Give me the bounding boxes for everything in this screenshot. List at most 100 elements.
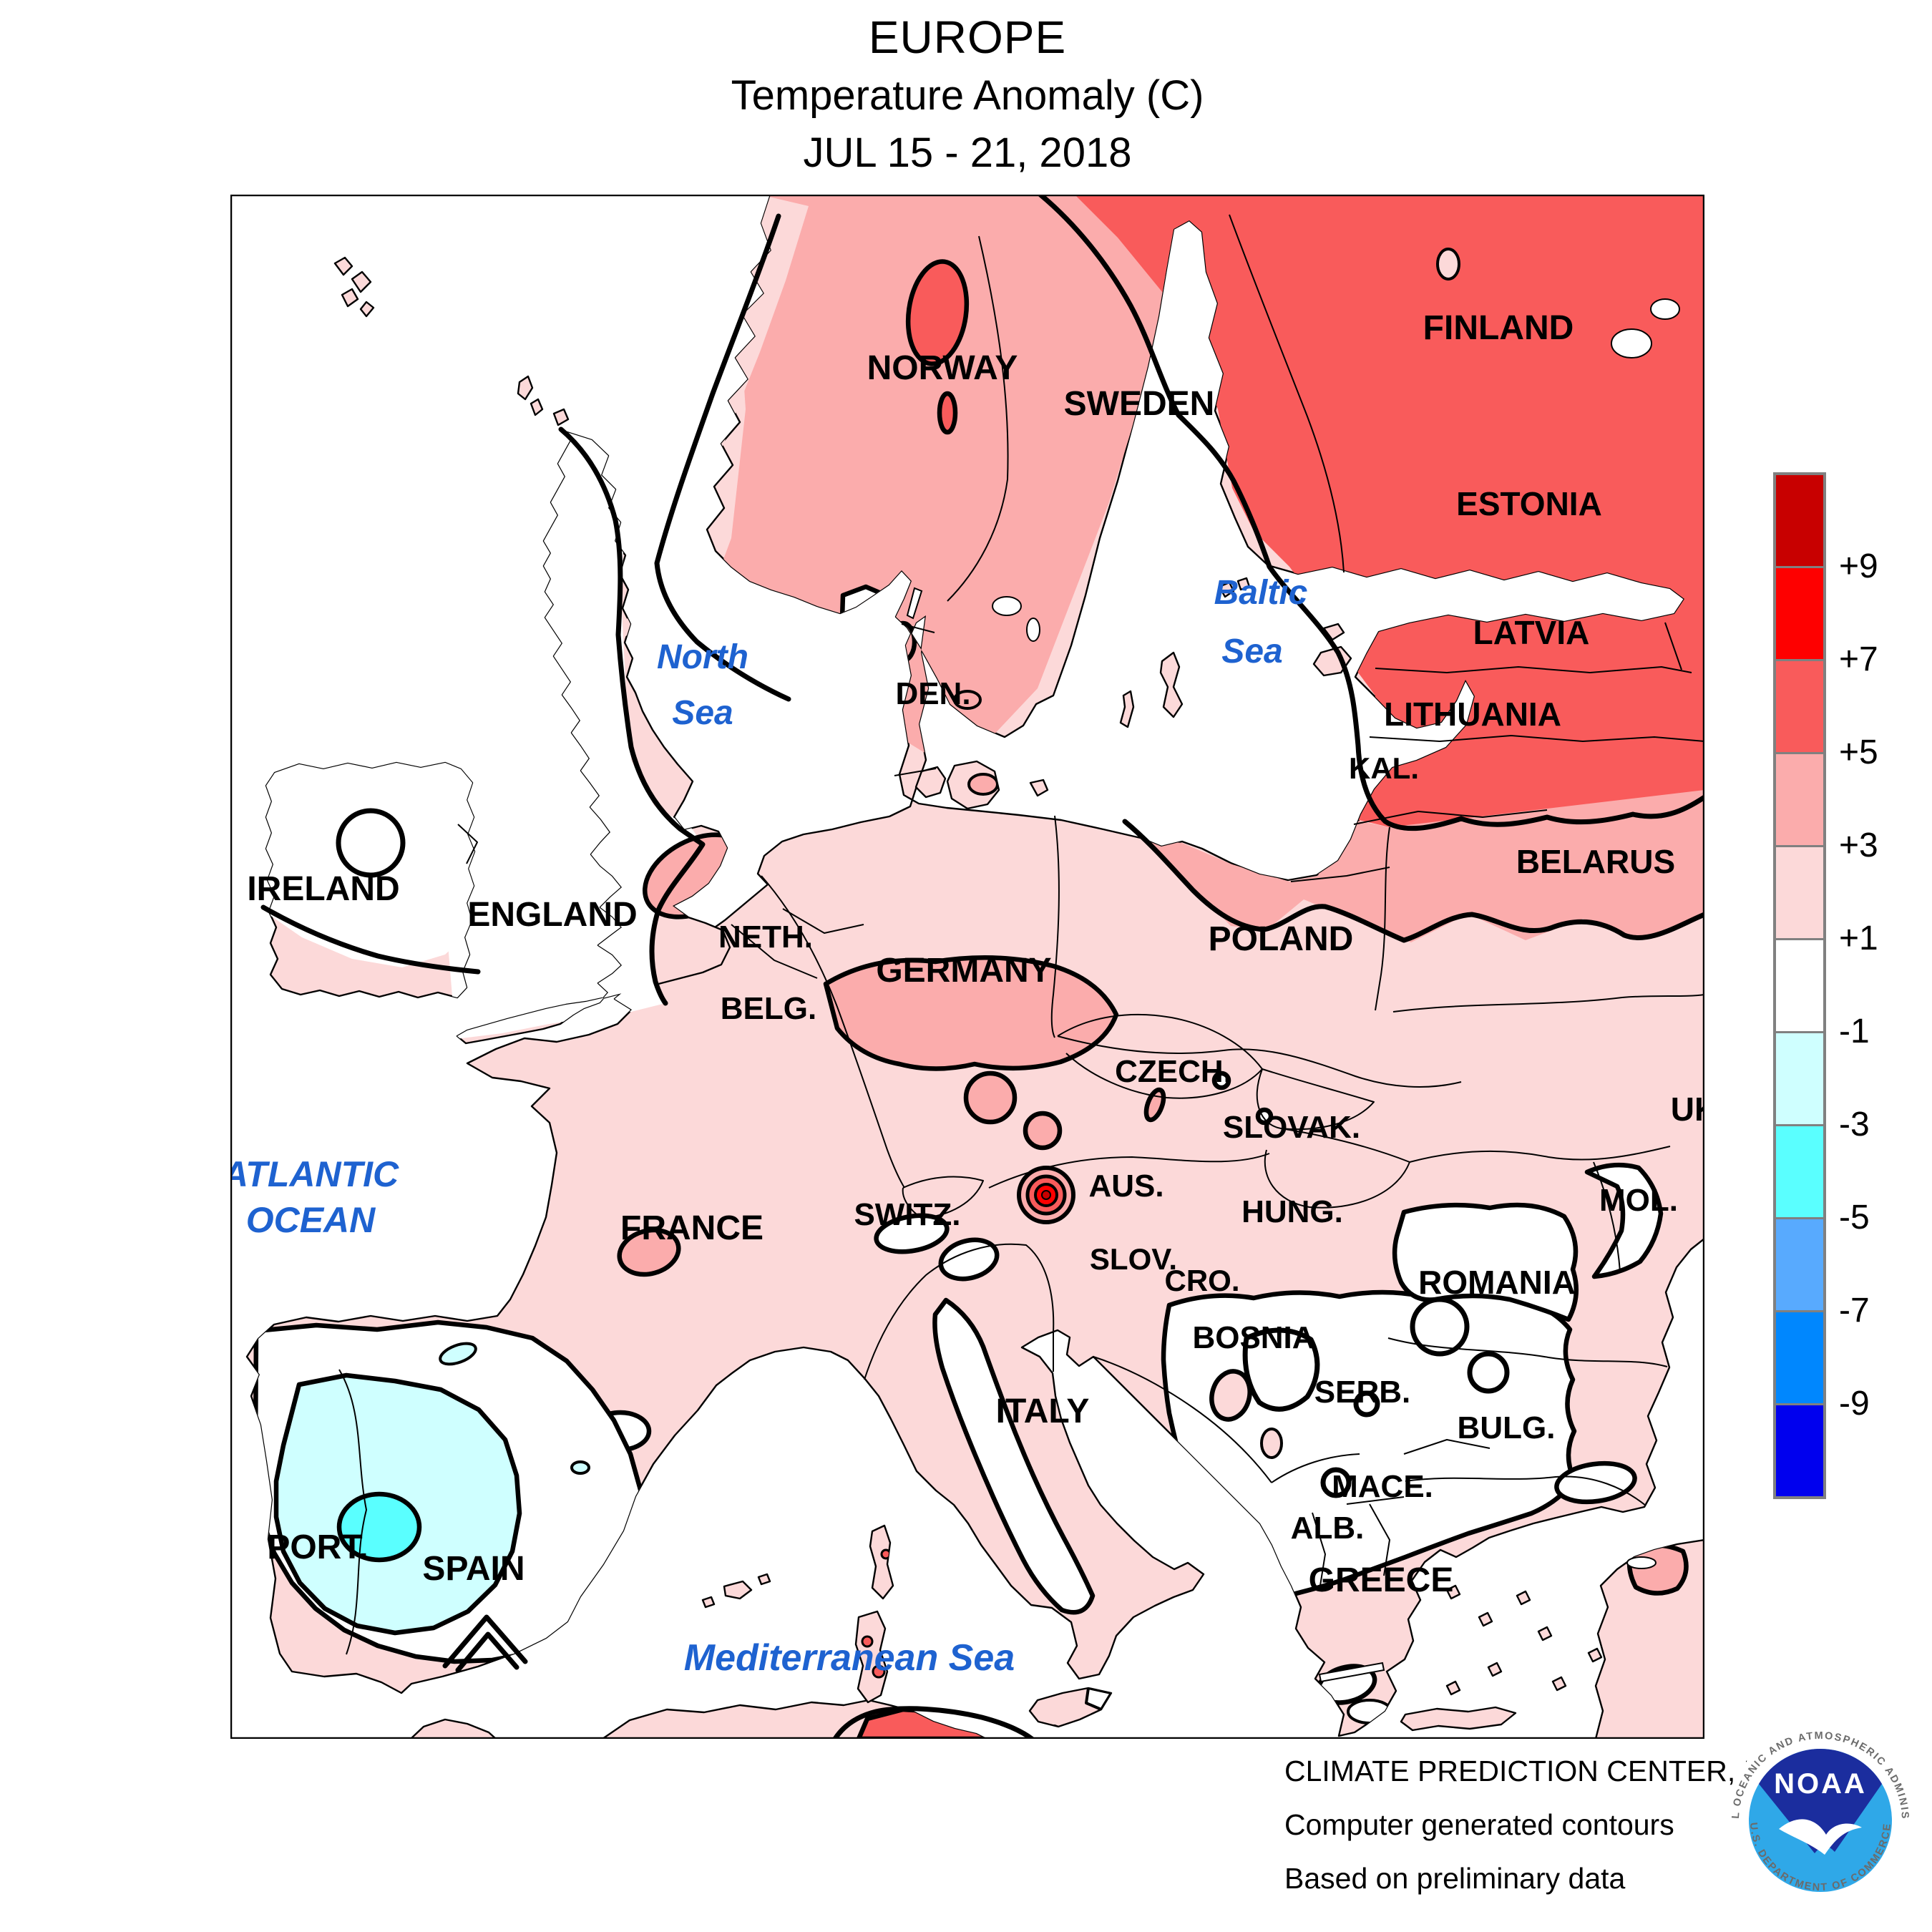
logo-seagull [1779,1819,1862,1855]
label-belarus: BELARUS [1516,843,1675,880]
contour-balkan-loop1 [1242,1327,1320,1412]
credit-line-2: Computer generated contours [1284,1808,1674,1841]
credit-line-3: Based on preliminary data [1284,1862,1626,1895]
land-morocco [409,1718,497,1739]
map-title: EUROPE [868,11,1067,63]
label-germany: GERMANY [876,952,1051,990]
country-labels: NORWAY SWEDEN FINLAND ESTONIA LATVIA LITHUANI… [247,309,1704,1599]
legend-cell-7 [1776,1126,1823,1219]
fill-iberia-minus3-core [336,1491,422,1563]
label-atlantic-1: ATLANTIC [230,1154,399,1194]
label-slovenia: SLOV. [1090,1242,1177,1276]
legend-boundary-label-+9: +9 [1839,547,1878,585]
islands-shetland [517,375,570,426]
legend-cell-9 [1776,1312,1823,1405]
island-crete [1400,1706,1517,1732]
label-kaliningrad: KAL. [1349,751,1419,785]
label-ukraine: UK [1671,1091,1704,1128]
label-france: FRANCE [620,1209,763,1247]
sea-labels: North Sea Baltic Sea ATLANTIC OCEAN Mediterran… [230,574,1307,1679]
fill-thrace-white [1554,1460,1637,1505]
contour-romania-ring1 [1410,1297,1470,1357]
label-albania: ALB. [1291,1511,1365,1546]
label-england: ENGLAND [467,896,637,934]
fill-sardinia-dot1 [861,1635,874,1648]
contour-serbia-ring [1320,1467,1352,1498]
legend-boundary-label-+7: +7 [1839,640,1878,678]
legend-boundary-label--9: -9 [1839,1385,1870,1423]
legend-color-bar [1773,472,1826,1499]
austria-bullseye [1017,1166,1075,1224]
fill-belarus-poland-plus3 [1121,790,1704,942]
label-moldova: MOL. [1599,1183,1678,1218]
island-aland [1218,577,1251,598]
fill-cz-white-dot [1211,1070,1231,1091]
contour-plus1-britain [558,426,706,1006]
label-switzerland: SWITZ. [854,1197,960,1232]
contour-kosovo-ring [1353,1390,1380,1418]
contour-africa-plus5 [832,1706,1035,1739]
fill-germany-band-plus3 [823,955,1119,1071]
legend-cell-5 [1776,940,1823,1033]
label-romania: ROMANIA [1418,1264,1576,1301]
europe-anomaly-map: NORWAY SWEDEN FINLAND ESTONIA LATVIA LITHUANI… [230,195,1704,1739]
island-sardinia [854,1610,889,1704]
title-block: EUROPE Temperature Anomaly (C) JUL 15 - … [230,7,1704,182]
label-north-sea-2: Sea [672,694,733,732]
map-date-range: JUL 15 - 21, 2018 [803,130,1132,176]
political-borders [338,214,1704,1655]
fill-benelux-blob [963,1070,1018,1125]
fill-serbia-pink-island [1260,1428,1283,1459]
label-ireland: IRELAND [247,870,399,908]
legend-cell-1 [1776,568,1823,661]
label-austria: AUS. [1088,1169,1163,1204]
logo-acronym: NOAA [1774,1768,1867,1800]
legend-boundary-label--5: -5 [1839,1199,1870,1236]
fill-norway-blob-plus5 [905,259,970,366]
island-funen [914,766,947,799]
contour-plus1-ireland [260,904,481,975]
credit-block: CLIMATE PREDICTION CENTER, NOAA Computer… [1284,1745,1827,1906]
legend-cell-4 [1776,847,1823,940]
legend-cell-0 [1776,475,1823,568]
label-lithuania: LITHUANIA [1384,696,1561,733]
label-norway: NORWAY [867,349,1018,387]
label-italy: ITALY [996,1392,1090,1430]
label-north-sea-1: North [657,638,748,676]
legend-cell-10 [1776,1405,1823,1496]
islands-aegean [1445,1584,1603,1696]
label-latvia: LATVIA [1473,614,1590,651]
label-bulgaria: BULG. [1458,1410,1556,1445]
contour-ring-n-ireland [336,808,406,878]
legend-boundary-label-+1: +1 [1839,919,1878,957]
label-estonia: ESTONIA [1456,485,1602,522]
legend-boundary-label--3: -3 [1839,1106,1870,1143]
island-gotland [1159,651,1184,718]
label-serbia: SERB. [1314,1375,1410,1410]
label-baltic-sea-2: Sea [1221,633,1282,670]
map-area: NORWAY SWEDEN FINLAND ESTONIA LATVIA LITHUANI… [230,195,1704,1739]
fill-spain-sliver-minus1 [439,1342,477,1366]
label-slovakia: SLOVAK. [1223,1110,1360,1145]
legend-cell-3 [1776,754,1823,847]
legend-boundary-label--7: -7 [1839,1292,1870,1330]
label-netherlands: NETH. [718,919,813,955]
noaa-logo: NOAA NATIONAL OCEANIC AND ATMOSPHERIC AD… [1723,1723,1918,1918]
map-subtitle: Temperature Anomaly (C) [731,72,1204,119]
fill-norway-sliver-plus5 [937,391,958,435]
fill-denmark-blob2 [953,690,982,710]
label-greece: GREECE [1309,1561,1454,1599]
islands-balearic [701,1573,771,1609]
fill-sicily-white [1085,1687,1113,1711]
contour-spain-folds [442,1614,528,1673]
label-hungary: HUNG. [1241,1194,1343,1229]
fill-finland-dot-plus1 [1436,248,1460,280]
fill-sardinia-dot2 [872,1664,886,1679]
legend-boundary-label-+5: +5 [1839,733,1878,771]
label-macedonia: MACE. [1332,1469,1433,1504]
fill-france-blob-plus3 [617,1227,681,1277]
legend-boundary-label-+3: +3 [1839,826,1878,864]
fill-zealand-blob [967,773,999,796]
label-atlantic-2: OCEAN [246,1200,376,1240]
